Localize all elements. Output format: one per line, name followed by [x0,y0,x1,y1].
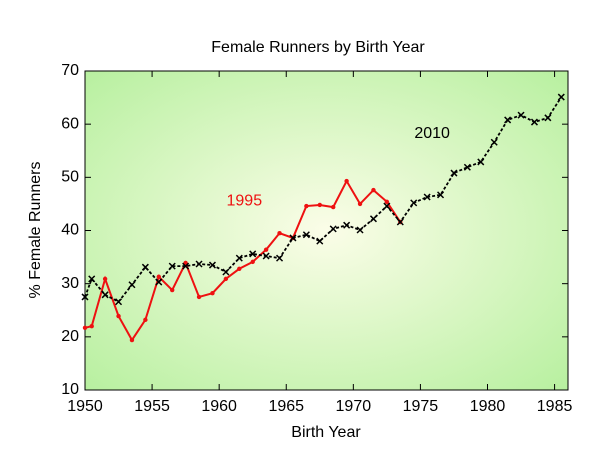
marker [517,111,525,119]
marker [196,294,202,300]
marker [182,262,190,270]
x-tick-label: 1985 [537,398,573,415]
plot-area [85,71,568,390]
series-label: 2010 [414,125,450,142]
marker [304,203,309,209]
marker [115,298,123,306]
plot-frame [84,70,569,391]
marker [477,158,485,166]
marker [371,187,376,193]
marker [88,275,96,283]
marker [141,263,149,271]
marker [557,93,565,101]
marker [329,225,337,233]
marker [317,202,322,208]
y-tick-label: 40 [61,222,79,239]
y-tick-label: 20 [61,328,79,345]
marker [530,118,538,126]
marker [302,231,310,239]
y-tick-label: 60 [61,115,79,132]
marker [356,226,364,234]
marker [544,114,552,122]
marker [156,274,161,279]
x-tick-label: 1975 [403,398,439,415]
chart-title: Female Runners by Birth Year [211,39,425,56]
series-label: 1995 [227,192,263,209]
marker [102,276,108,282]
x-tick-label: 1965 [268,398,304,415]
marker [116,313,121,319]
marker [143,317,148,323]
x-tick-label: 1955 [134,398,170,415]
marker [101,291,109,299]
x-tick-label: 1960 [201,398,237,415]
marker [237,266,242,271]
x-axis-label: Birth Year [291,424,361,441]
marker [289,234,297,242]
y-tick-label: 10 [61,381,79,398]
marker [249,250,257,258]
y-tick-label: 70 [61,62,79,79]
x-tick-label: 1950 [67,398,103,415]
marker [235,254,243,262]
marker [263,247,269,252]
marker [128,281,136,289]
marker [208,261,216,269]
marker [82,325,88,330]
marker [276,254,284,262]
marker [210,291,215,296]
marker [316,237,324,245]
marker [129,337,135,343]
marker [155,278,163,286]
marker [383,202,391,210]
marker [81,293,89,301]
y-tick-label: 30 [61,275,79,292]
marker [344,178,349,184]
x-tick-label: 1980 [470,398,506,415]
marker [450,169,458,177]
marker [223,276,229,282]
marker [410,199,418,207]
y-tick-label: 50 [61,169,79,186]
marker [89,324,94,329]
marker [195,260,203,268]
y-axis-label: % Female Runners [27,162,44,299]
marker [437,191,445,199]
marker [490,138,498,146]
marker [423,193,431,201]
marker [170,287,175,293]
marker [331,204,336,210]
marker [262,252,270,260]
marker [463,163,471,171]
marker [504,116,512,124]
marker [168,262,176,270]
marker [250,259,255,265]
marker [369,215,377,223]
marker [222,268,230,276]
marker [277,230,282,236]
marker [343,221,351,229]
marker [384,199,390,204]
x-tick-label: 1970 [336,398,372,415]
marker [357,201,363,207]
marker [396,218,404,226]
